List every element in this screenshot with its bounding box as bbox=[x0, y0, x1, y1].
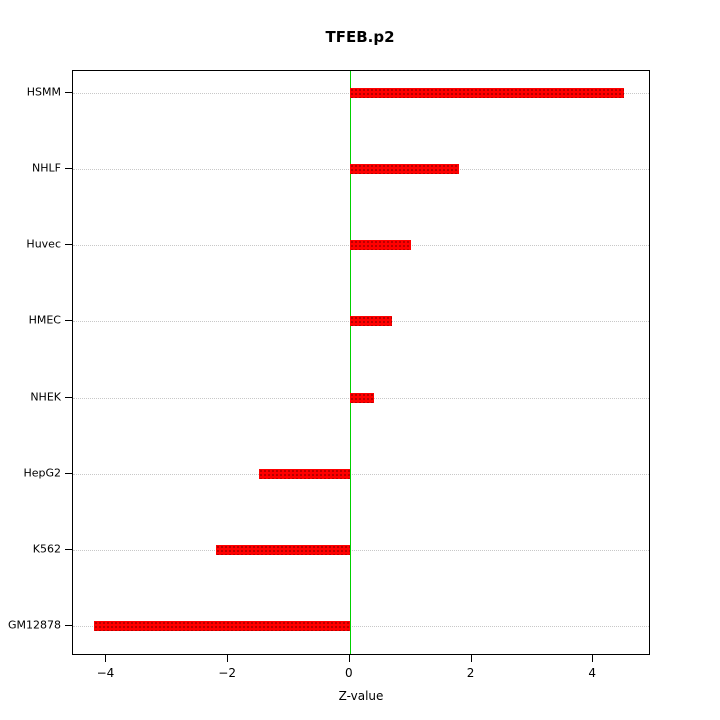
gridline bbox=[73, 626, 649, 627]
bar-HSMM bbox=[349, 88, 624, 98]
y-tick bbox=[65, 168, 72, 170]
x-tick bbox=[105, 655, 107, 662]
x-tick-label: 2 bbox=[466, 666, 475, 680]
y-tick bbox=[65, 244, 72, 246]
y-tick-label: NHEK bbox=[30, 390, 61, 404]
x-axis-label: Z-value bbox=[338, 689, 384, 703]
x-tick-label: −4 bbox=[96, 666, 115, 680]
gridline bbox=[73, 473, 649, 475]
bar-GM12878 bbox=[94, 621, 350, 631]
plot-area bbox=[72, 70, 650, 655]
x-tick bbox=[227, 655, 229, 662]
x-tick bbox=[592, 655, 594, 662]
bar-Huvec bbox=[349, 240, 411, 251]
y-tick-label: NHLF bbox=[32, 161, 61, 175]
bar-HMEC bbox=[349, 316, 393, 327]
x-tick bbox=[348, 655, 350, 662]
y-tick bbox=[65, 320, 72, 322]
y-tick bbox=[65, 625, 72, 626]
gridline bbox=[73, 549, 649, 551]
x-tick-label: −2 bbox=[218, 666, 236, 680]
x-tick-label: 0 bbox=[345, 666, 353, 680]
y-tick-label: HSMM bbox=[26, 85, 61, 99]
bar-NHLF bbox=[349, 164, 460, 175]
y-tick bbox=[65, 548, 72, 550]
y-tick bbox=[65, 92, 72, 93]
bar-HepG2 bbox=[258, 468, 350, 479]
y-tick bbox=[65, 472, 72, 474]
bar-NHEK bbox=[349, 392, 375, 403]
bar-K562 bbox=[215, 544, 350, 555]
x-tick-label: 4 bbox=[588, 666, 596, 680]
y-tick-label: HMEC bbox=[28, 313, 61, 327]
y-tick-label: HepG2 bbox=[23, 466, 61, 480]
zero-line bbox=[349, 71, 351, 654]
chart-title: TFEB.p2 bbox=[325, 28, 395, 46]
x-tick bbox=[470, 655, 472, 662]
y-tick bbox=[65, 396, 72, 398]
y-tick-label: GM12878 bbox=[7, 618, 61, 632]
y-tick-label: K562 bbox=[32, 542, 61, 556]
y-tick-label: Huvec bbox=[26, 237, 61, 251]
